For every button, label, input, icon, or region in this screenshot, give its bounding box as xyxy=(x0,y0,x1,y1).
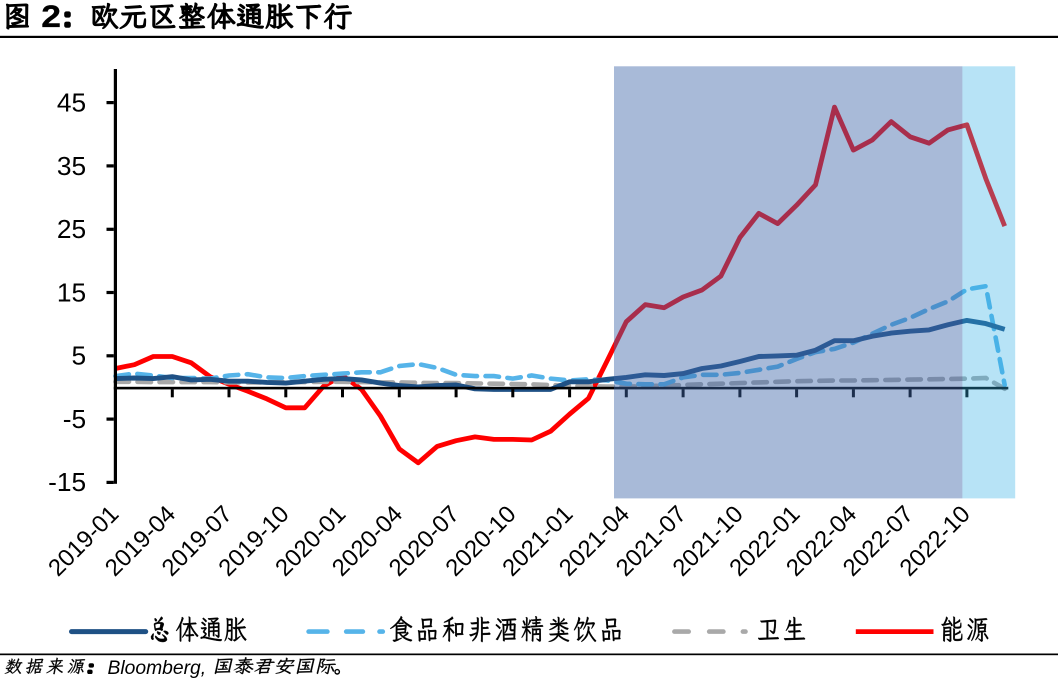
svg-text:5: 5 xyxy=(72,341,87,371)
svg-text:-5: -5 xyxy=(63,404,86,434)
svg-text:25: 25 xyxy=(57,214,86,244)
svg-text:15: 15 xyxy=(57,277,86,307)
svg-text:-15: -15 xyxy=(48,467,86,497)
svg-text:2: 2 xyxy=(41,0,61,35)
svg-text:Bloomberg,: Bloomberg, xyxy=(108,658,207,679)
svg-text:45: 45 xyxy=(57,87,86,117)
svg-text:35: 35 xyxy=(57,151,86,181)
